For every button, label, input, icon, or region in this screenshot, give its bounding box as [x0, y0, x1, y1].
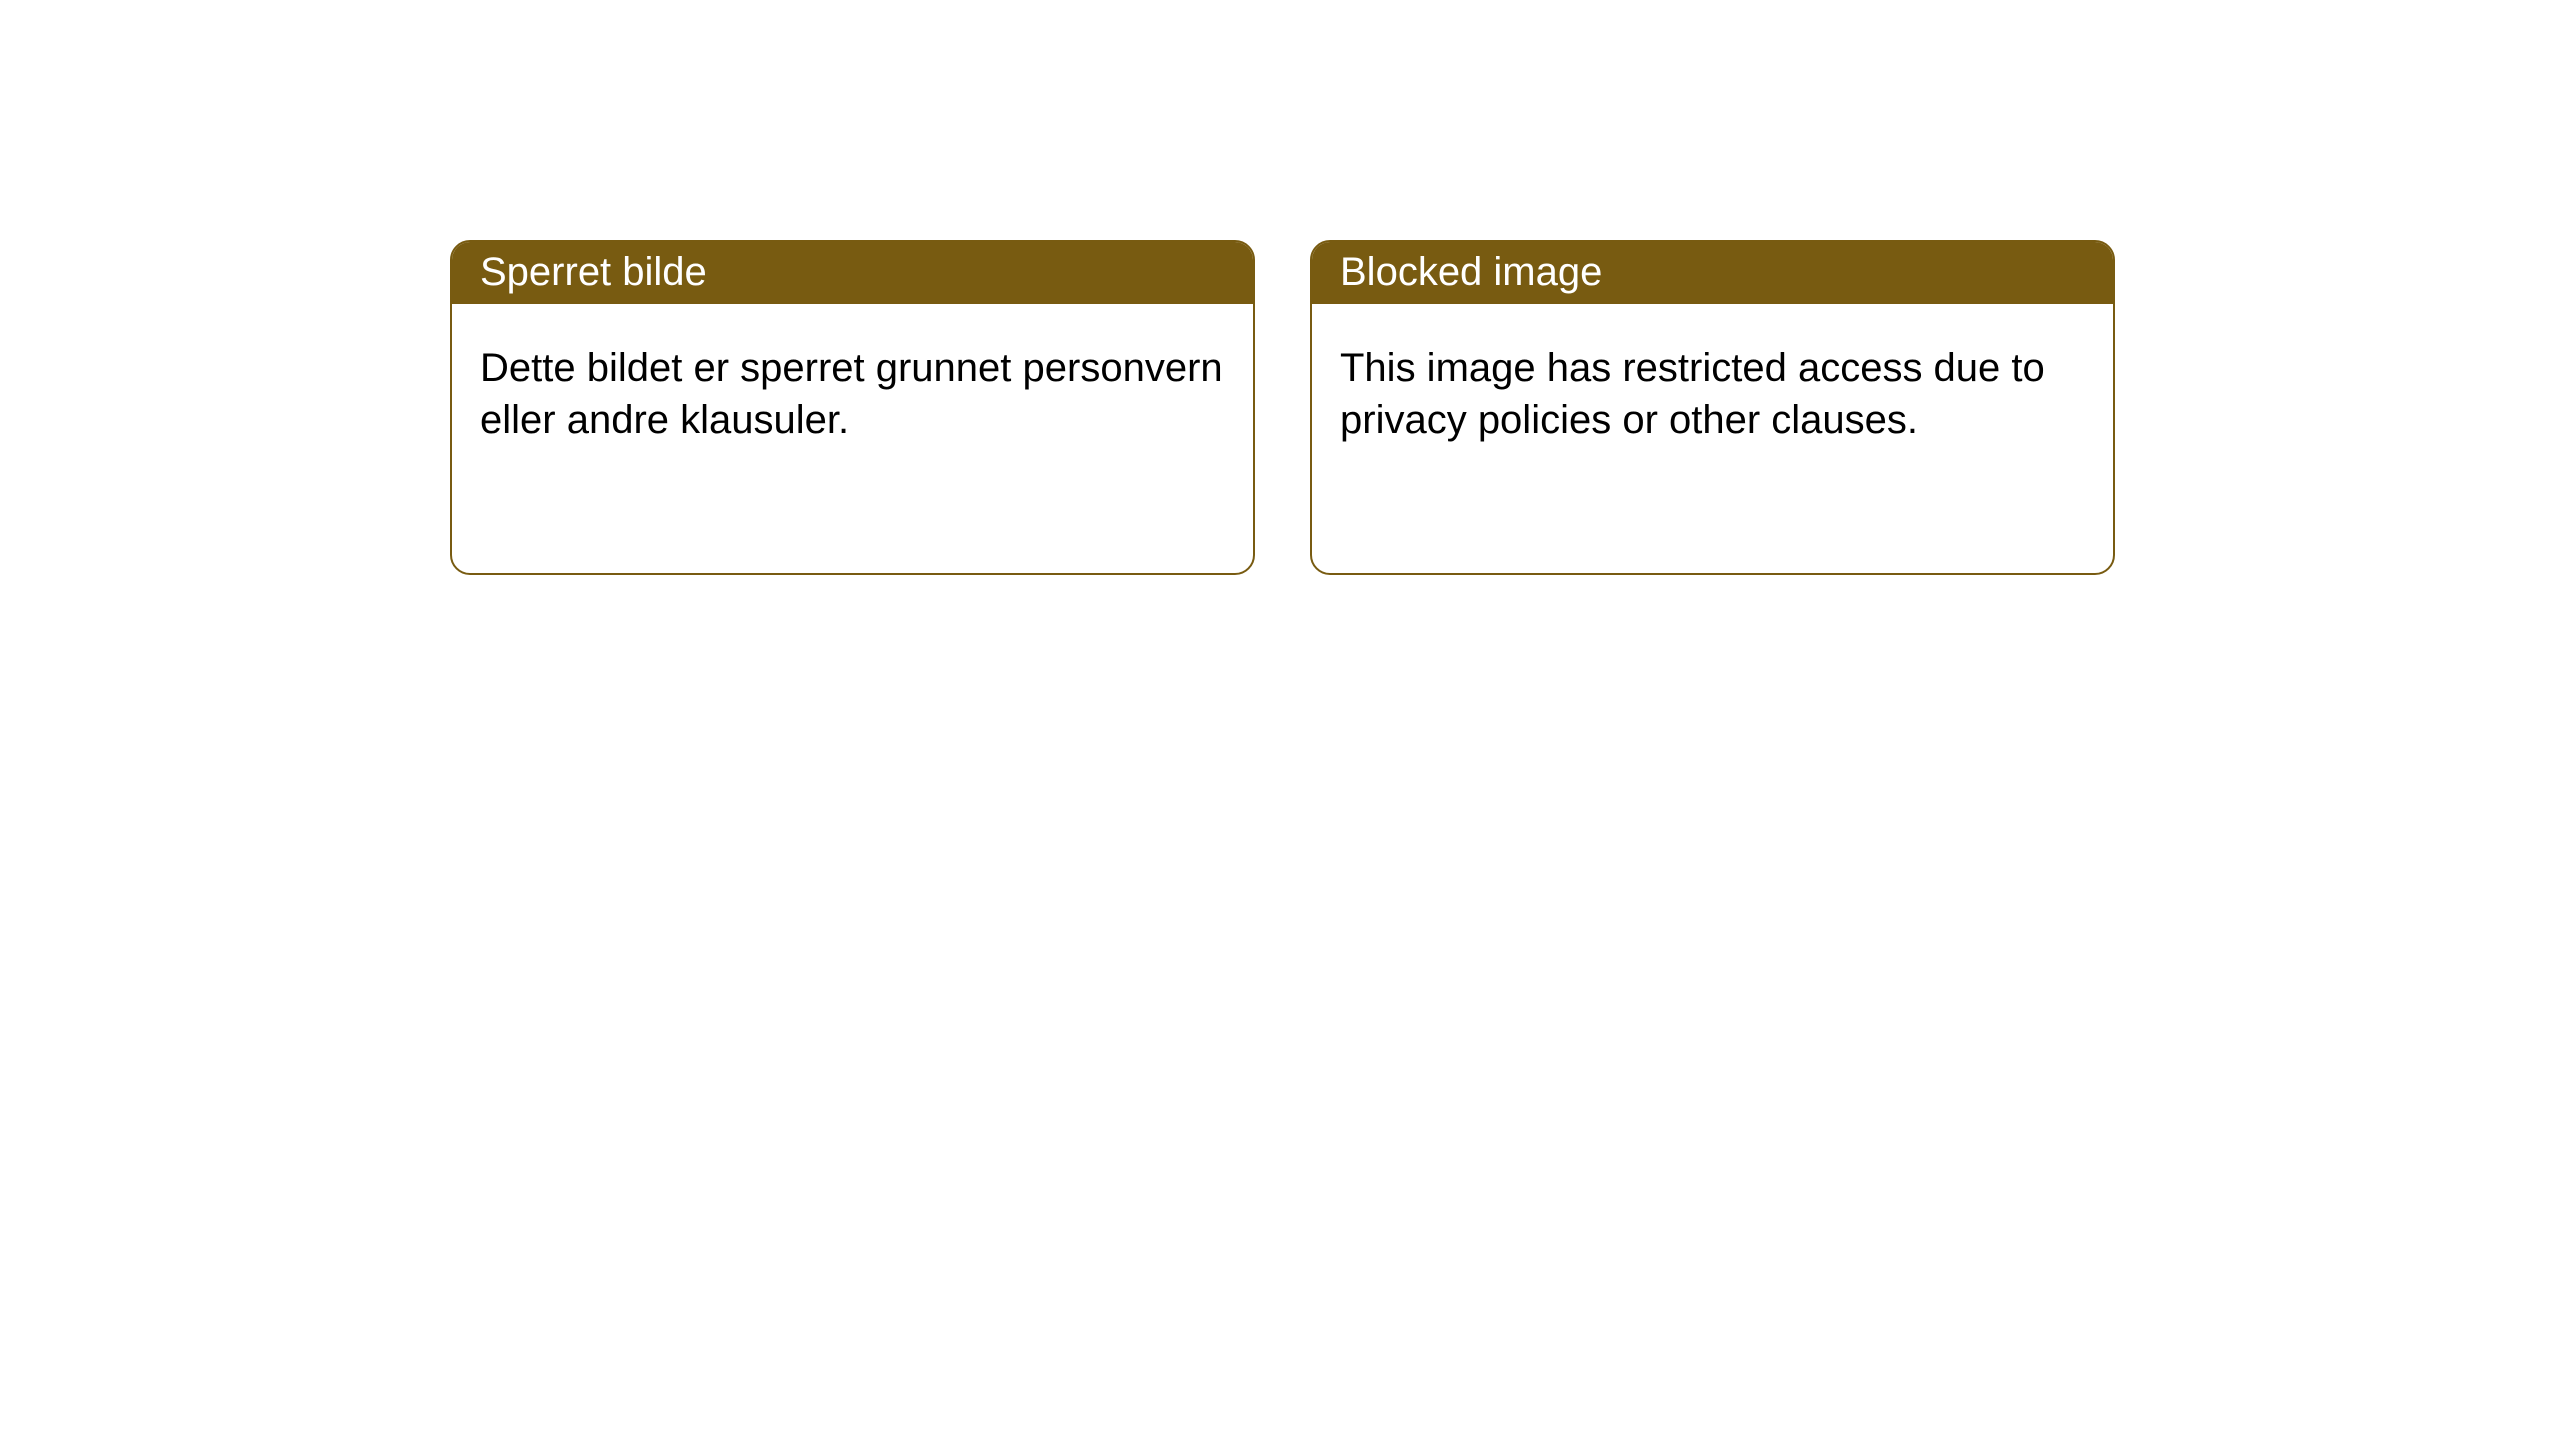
card-text-en: This image has restricted access due to …	[1340, 346, 2045, 442]
notice-container: Sperret bilde Dette bildet er sperret gr…	[0, 0, 2560, 575]
card-header-no: Sperret bilde	[452, 242, 1253, 304]
card-body-en: This image has restricted access due to …	[1312, 304, 2113, 484]
blocked-image-card-no: Sperret bilde Dette bildet er sperret gr…	[450, 240, 1255, 575]
card-body-no: Dette bildet er sperret grunnet personve…	[452, 304, 1253, 484]
card-title-no: Sperret bilde	[480, 250, 707, 294]
card-text-no: Dette bildet er sperret grunnet personve…	[480, 346, 1223, 442]
card-title-en: Blocked image	[1340, 250, 1602, 294]
blocked-image-card-en: Blocked image This image has restricted …	[1310, 240, 2115, 575]
card-header-en: Blocked image	[1312, 242, 2113, 304]
